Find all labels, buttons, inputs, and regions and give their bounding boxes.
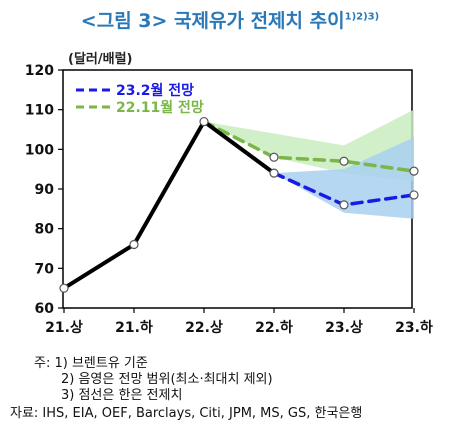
x-tick-label: 23.상: [325, 320, 363, 336]
data-point: [269, 152, 279, 162]
x-tick-label: 22.상: [185, 320, 223, 336]
figure-title-text: <그림 3> 국제유가 전제치 추이: [80, 10, 345, 32]
data-point: [409, 190, 419, 200]
figure-title: <그림 3> 국제유가 전제치 추이1)2)3): [0, 6, 460, 33]
y-tick-label: 80: [35, 222, 55, 238]
data-point: [339, 156, 349, 166]
y-axis-unit-label: (달러/배럴): [68, 52, 133, 67]
y-tick-label: 90: [35, 182, 55, 198]
data-point: [199, 116, 209, 127]
note-3: 3) 점선은 한은 전제치: [61, 388, 183, 403]
y-tick-label: 110: [25, 103, 54, 119]
data-point: [339, 200, 349, 210]
x-tick-label: 21.하: [115, 319, 153, 336]
data-point: [269, 168, 279, 178]
y-tick-label: 100: [25, 142, 54, 158]
series-line-actual: [62, 119, 276, 291]
note-2: 2) 음영은 전망 범위(최소·최대치 제외): [61, 372, 273, 387]
y-tick-label: 60: [35, 301, 55, 317]
y-tick-label: 120: [25, 63, 54, 79]
x-tick-label: 22.하: [255, 319, 293, 336]
series-line-22.11월 전망: [202, 119, 416, 173]
legend-label: 22.11월 전망: [116, 99, 204, 116]
data-point: [409, 166, 419, 176]
legend-label: 23.2월 전망: [116, 82, 194, 99]
x-tick-label: 23.하: [395, 319, 433, 336]
source-note: 자료: IHS, EIA, OEF, Barclays, Citi, JPM, …: [10, 406, 363, 421]
x-tick-label: 21.상: [45, 320, 83, 336]
note-1: 주: 1) 브렌트유 기준: [34, 356, 148, 371]
data-point: [129, 239, 139, 250]
figure-title-notes-ref: 1)2)3): [344, 11, 380, 23]
y-tick-label: 70: [35, 261, 55, 277]
data-point: [59, 283, 69, 293]
